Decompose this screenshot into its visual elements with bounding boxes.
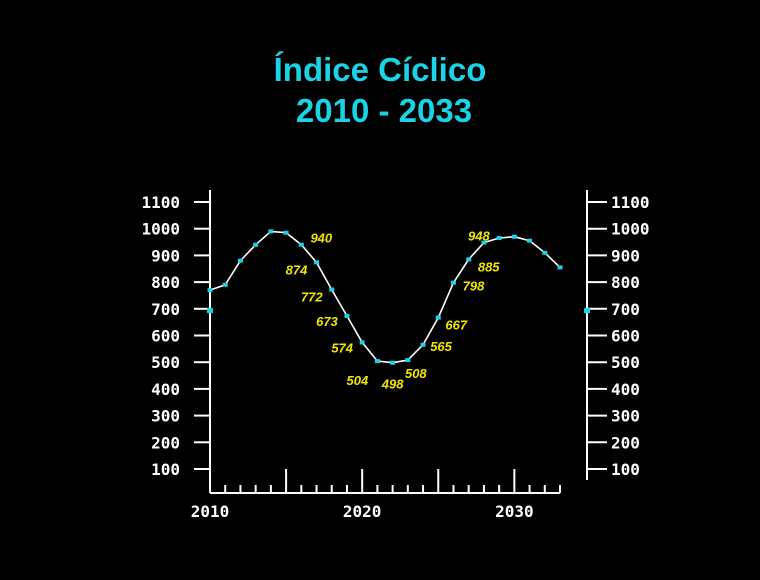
data-point-end-marker	[584, 308, 590, 314]
data-point	[420, 342, 426, 347]
y-tick-label-left: 200	[151, 433, 180, 452]
x-tick-label: 2030	[495, 502, 534, 521]
data-point	[374, 359, 380, 364]
data-point	[450, 280, 456, 285]
data-point	[511, 234, 517, 239]
y-axis-left: 1100 1000 900 800 700 600 500 400 300 200 100	[141, 193, 210, 479]
data-label: 874	[286, 262, 308, 277]
data-point	[542, 250, 548, 255]
y-tick-label-right: 1000	[611, 220, 650, 239]
data-point	[268, 229, 274, 234]
data-point	[222, 282, 228, 287]
y-tick-label-left: 1100	[141, 193, 180, 212]
data-point	[344, 314, 350, 319]
data-point	[298, 242, 304, 247]
y-tick-label-left: 100	[151, 460, 180, 479]
data-point	[435, 315, 441, 320]
y-tick-label-left: 600	[151, 327, 180, 346]
y-tick-label-right: 400	[611, 380, 640, 399]
y-axis-right: 1100 1000 900 800 700 600 500 400 300 200 100	[587, 193, 650, 479]
y-tick-label-right: 300	[611, 407, 640, 426]
chart-title-line2: 2010 - 2033	[296, 92, 472, 129]
y-tick-label-right: 800	[611, 273, 640, 292]
x-axis: 2010 2020 2030	[191, 469, 561, 521]
data-point	[466, 257, 472, 262]
data-point	[237, 258, 243, 263]
data-point	[527, 238, 533, 243]
data-point	[496, 236, 502, 241]
y-tick-label-left: 500	[151, 353, 180, 372]
y-tick-label-right: 500	[611, 353, 640, 372]
data-point	[390, 360, 396, 365]
data-label: 667	[445, 318, 467, 333]
data-label: 772	[301, 290, 323, 305]
data-label: 565	[430, 339, 452, 354]
data-label: 940	[310, 231, 332, 246]
y-tick-label-left: 700	[151, 300, 180, 319]
y-tick-label-right: 900	[611, 246, 640, 265]
y-tick-label-left: 1000	[141, 220, 180, 239]
data-point	[557, 265, 563, 270]
data-point	[359, 340, 365, 345]
y-tick-label-left: 900	[151, 246, 180, 265]
data-point	[314, 260, 320, 265]
data-label: 498	[381, 377, 404, 392]
y-tick-label-left: 800	[151, 273, 180, 292]
y-tick-label-right: 600	[611, 327, 640, 346]
data-point	[481, 240, 487, 245]
data-label: 885	[478, 259, 500, 274]
data-label: 574	[331, 340, 353, 355]
data-label: 508	[405, 366, 427, 381]
data-points	[207, 229, 590, 365]
data-label: 673	[316, 314, 338, 329]
series-line	[209, 230, 561, 364]
data-point	[405, 358, 411, 363]
data-point	[283, 230, 289, 235]
data-label: 504	[347, 373, 369, 388]
data-label: 798	[463, 279, 485, 294]
y-tick-label-right: 700	[611, 300, 640, 319]
y-tick-label-right: 100	[611, 460, 640, 479]
y-tick-label-left: 300	[151, 407, 180, 426]
y-tick-label-right: 200	[611, 433, 640, 452]
chart-title-line1: Índice Cíclico	[274, 51, 487, 88]
data-point-start-marker	[207, 308, 213, 314]
y-tick-label-left: 400	[151, 380, 180, 399]
data-point	[329, 287, 335, 292]
x-tick-label: 2020	[343, 502, 382, 521]
data-label: 948	[468, 229, 490, 244]
y-tick-label-right: 1100	[611, 193, 650, 212]
data-point	[207, 288, 213, 293]
data-point	[253, 242, 259, 247]
x-tick-label: 2010	[191, 502, 230, 521]
